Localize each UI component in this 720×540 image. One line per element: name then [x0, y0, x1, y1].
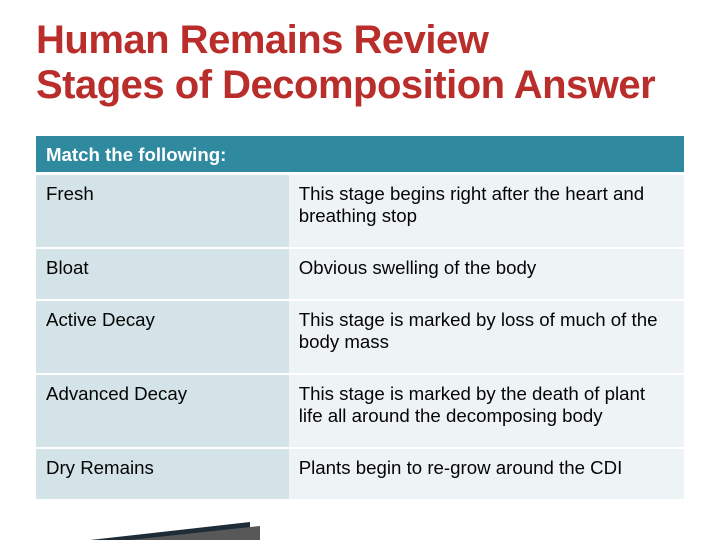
table-row: Active DecayThis stage is marked by loss… — [36, 300, 684, 374]
table-header-row: Match the following: — [36, 134, 684, 174]
desc-cell: This stage is marked by the death of pla… — [289, 374, 684, 448]
table-row: Advanced DecayThis stage is marked by th… — [36, 374, 684, 448]
page-title: Human Remains Review Stages of Decomposi… — [36, 18, 684, 108]
desc-cell: Plants begin to re-grow around the CDI — [289, 448, 684, 500]
term-cell: Fresh — [36, 174, 289, 248]
title-line-1: Human Remains Review — [36, 18, 488, 62]
term-cell: Active Decay — [36, 300, 289, 374]
desc-cell: Obvious swelling of the body — [289, 248, 684, 300]
match-table: Match the following: FreshThis stage beg… — [36, 134, 684, 500]
table-header: Match the following: — [36, 134, 684, 174]
desc-cell: This stage begins right after the heart … — [289, 174, 684, 248]
table-row: FreshThis stage begins right after the h… — [36, 174, 684, 248]
title-line-2: Stages of Decomposition Answer — [36, 63, 655, 107]
term-cell: Bloat — [36, 248, 289, 300]
desc-cell: This stage is marked by loss of much of … — [289, 300, 684, 374]
table-row: Dry RemainsPlants begin to re-grow aroun… — [36, 448, 684, 500]
term-cell: Advanced Decay — [36, 374, 289, 448]
slide: Human Remains Review Stages of Decomposi… — [0, 0, 720, 540]
term-cell: Dry Remains — [36, 448, 289, 500]
table-body: FreshThis stage begins right after the h… — [36, 174, 684, 500]
table-row: BloatObvious swelling of the body — [36, 248, 684, 300]
